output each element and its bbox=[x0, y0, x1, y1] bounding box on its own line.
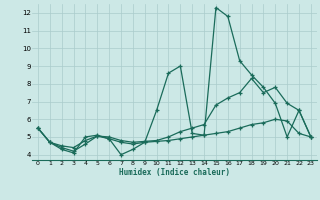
X-axis label: Humidex (Indice chaleur): Humidex (Indice chaleur) bbox=[119, 168, 230, 177]
